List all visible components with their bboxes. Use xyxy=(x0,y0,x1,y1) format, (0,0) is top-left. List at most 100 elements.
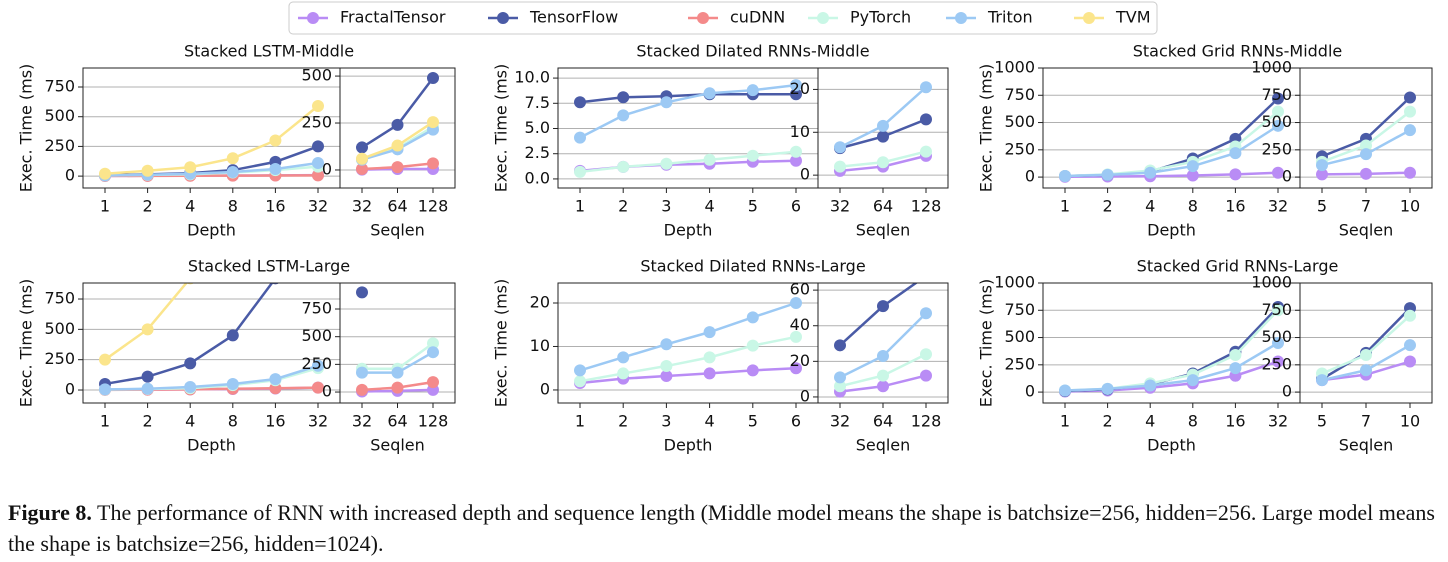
data-point xyxy=(184,380,197,393)
data-point xyxy=(834,380,846,393)
data-point xyxy=(790,145,802,158)
data-point xyxy=(834,371,846,384)
y-tick-label: 20 xyxy=(530,293,550,312)
data-point xyxy=(141,382,154,395)
y-tick-label: 500 xyxy=(1261,327,1292,346)
data-point xyxy=(877,380,889,393)
data-point xyxy=(660,96,673,109)
x-tick-label: 64 xyxy=(873,412,893,431)
data-point xyxy=(1360,139,1372,152)
x-tick-label: 16 xyxy=(265,412,285,431)
x-tick-label: 1 xyxy=(100,412,110,431)
data-point xyxy=(1229,168,1242,181)
data-point xyxy=(877,156,889,169)
plot-area xyxy=(1316,302,1416,387)
y-tick-label: 750 xyxy=(1004,85,1035,104)
data-point xyxy=(834,141,846,154)
data-point xyxy=(920,369,932,382)
data-point xyxy=(920,113,932,126)
series-line xyxy=(104,283,188,361)
data-point xyxy=(1360,148,1372,161)
y-tick-label: 1000 xyxy=(1251,58,1292,77)
data-point xyxy=(427,346,439,359)
data-point xyxy=(1059,170,1071,182)
y-tick-label: 500 xyxy=(1004,327,1035,346)
data-point xyxy=(356,286,368,299)
x-tick-label: 3 xyxy=(661,412,671,431)
x-tick-label: 32 xyxy=(352,412,372,431)
series-line xyxy=(1064,110,1279,178)
data-point xyxy=(1101,168,1114,181)
x-tick-label: 1 xyxy=(575,412,585,431)
x-tick-label: 10 xyxy=(1400,197,1420,216)
data-point xyxy=(617,160,630,173)
axes-frame xyxy=(339,67,456,189)
data-point xyxy=(312,140,324,153)
x-axis-label: Seqlen xyxy=(370,221,425,240)
data-point xyxy=(920,270,932,282)
y-tick-label: 250 xyxy=(1004,354,1035,373)
data-point xyxy=(226,377,239,390)
series-line xyxy=(579,301,797,372)
data-point xyxy=(269,134,282,147)
y-tick-label: 0 xyxy=(540,379,550,398)
x-tick-label: 8 xyxy=(228,412,238,431)
series-line xyxy=(361,77,434,149)
plot-area xyxy=(834,81,932,177)
x-axis-label: Depth xyxy=(664,221,713,240)
series-line xyxy=(1064,171,1279,179)
data-point xyxy=(660,338,673,351)
chart-title: Stacked Dilated RNNs-Large xyxy=(640,257,865,276)
y-tick-label: 1000 xyxy=(994,58,1035,77)
x-tick-label: 32 xyxy=(1268,197,1288,216)
data-point xyxy=(1316,159,1328,172)
chart-title: Stacked LSTM-Large xyxy=(188,257,350,276)
y-tick-label: 0 xyxy=(800,165,810,184)
data-point xyxy=(877,369,889,382)
y-tick-label: 0 xyxy=(65,380,75,399)
x-tick-label: 32 xyxy=(830,412,850,431)
series-line xyxy=(579,92,796,104)
y-axis-label: Exec. Time (ms) xyxy=(17,64,36,193)
y-tick-label: 1000 xyxy=(994,273,1035,292)
legend-label: TensorFlow xyxy=(529,8,618,27)
x-tick-label: 1 xyxy=(100,197,110,216)
data-point xyxy=(660,157,673,170)
data-point xyxy=(703,326,716,339)
y-axis-label: Exec. Time (ms) xyxy=(977,64,996,193)
data-point xyxy=(1229,362,1242,375)
series-line xyxy=(104,364,319,391)
data-point xyxy=(660,360,673,373)
legend-box xyxy=(288,1,1158,35)
axes-frame xyxy=(1299,282,1433,404)
x-tick-label: 2 xyxy=(143,197,153,216)
data-point xyxy=(574,364,586,377)
data-point xyxy=(312,359,324,372)
data-point xyxy=(1316,168,1328,181)
y-tick-label: 500 xyxy=(44,106,75,125)
data-point xyxy=(1404,105,1416,118)
x-tick-label: 2 xyxy=(618,197,628,216)
x-axis-label: Seqlen xyxy=(856,221,911,240)
axes-frame xyxy=(817,282,949,404)
data-point xyxy=(1229,349,1242,361)
data-point xyxy=(356,366,368,379)
y-tick-label: 750 xyxy=(44,289,75,308)
y-axis-label: Exec. Time (ms) xyxy=(977,279,996,408)
x-tick-label: 1 xyxy=(1060,197,1070,216)
data-point xyxy=(427,337,439,350)
y-tick-label: 10 xyxy=(790,122,810,141)
x-axis-label: Depth xyxy=(1147,436,1196,455)
data-point xyxy=(1272,355,1284,368)
data-point xyxy=(1404,309,1416,322)
data-point xyxy=(427,376,439,389)
y-tick-label: 250 xyxy=(1261,139,1292,158)
data-point xyxy=(312,157,324,170)
data-point xyxy=(1404,339,1416,352)
data-point xyxy=(427,157,439,170)
y-tick-label: 500 xyxy=(44,319,75,338)
legend-marker xyxy=(497,12,509,24)
plot-area xyxy=(574,297,802,389)
x-tick-label: 5 xyxy=(1317,412,1327,431)
